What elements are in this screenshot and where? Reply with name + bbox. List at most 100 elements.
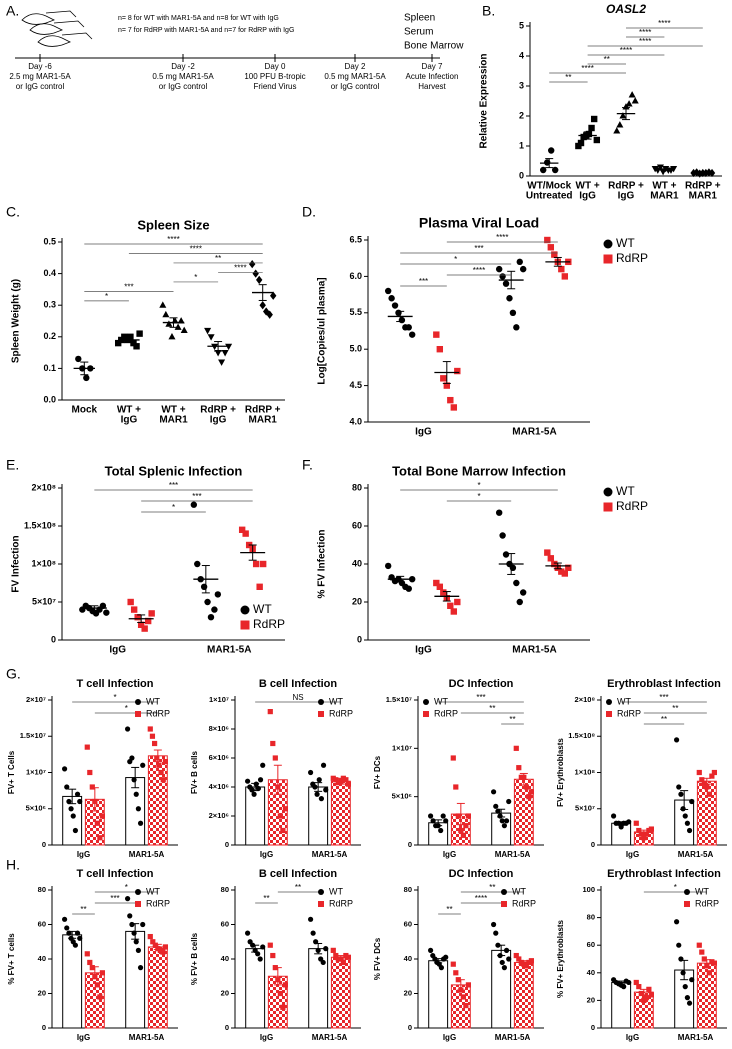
data-point	[149, 733, 156, 739]
data-point	[129, 755, 135, 761]
data-point	[526, 794, 532, 800]
data-point	[77, 935, 83, 941]
legend-marker	[318, 901, 324, 907]
y-axis-label: Relative Expression	[479, 53, 490, 148]
data-point	[388, 295, 395, 302]
data-point	[340, 959, 346, 966]
x-tick-label: IgG	[77, 850, 90, 859]
data-point	[548, 147, 555, 154]
y-tick-label: 80	[404, 885, 412, 894]
data-point	[320, 762, 327, 768]
y-tick-label: 80	[38, 885, 46, 894]
data-point	[450, 404, 458, 411]
data-point	[501, 823, 507, 829]
data-point	[214, 350, 222, 357]
data-point	[513, 952, 519, 959]
data-point	[131, 930, 137, 936]
data-point	[345, 781, 351, 787]
legend-label: WT	[617, 696, 631, 706]
data-point	[430, 818, 436, 824]
data-point	[214, 591, 222, 598]
data-point	[251, 791, 257, 797]
data-point	[204, 598, 211, 606]
data-point	[204, 327, 212, 335]
data-point	[97, 994, 103, 1000]
data-point	[257, 777, 264, 783]
data-point	[270, 291, 277, 300]
legend-label: WT	[512, 886, 526, 896]
x-tick-label: IgG	[260, 850, 273, 859]
data-point	[89, 784, 95, 790]
data-point	[180, 326, 188, 334]
y-tick-label: 5×10⁷	[32, 596, 56, 606]
y-tick-label: 4×10⁶	[209, 782, 229, 791]
legend-marker	[240, 620, 250, 630]
y-tick-label: 80	[587, 913, 595, 922]
x-tick-label: MAR1-5A	[678, 850, 714, 859]
data-point	[148, 610, 155, 617]
data-point	[62, 916, 68, 922]
data-point	[168, 332, 176, 340]
data-point	[436, 346, 444, 353]
data-point	[619, 112, 627, 119]
data-point	[438, 827, 444, 834]
x-tick-label: IgG	[626, 850, 639, 859]
data-point	[588, 124, 595, 132]
data-point	[621, 984, 627, 990]
y-tick-label: 2×10⁷	[26, 695, 46, 704]
data-point	[513, 745, 519, 751]
data-point	[558, 265, 565, 273]
event-text: Acute Infection	[406, 72, 459, 81]
y-tick-label: 0	[408, 840, 412, 849]
data-point	[495, 509, 503, 516]
data-point	[686, 1000, 693, 1006]
data-point	[447, 602, 454, 609]
data-point	[618, 824, 624, 830]
x-tick-label: WT +	[652, 181, 676, 192]
x-tick-label: Untreated	[526, 191, 573, 202]
data-point	[280, 827, 286, 834]
data-point	[144, 617, 152, 625]
data-point	[528, 958, 534, 964]
data-point	[676, 784, 682, 790]
significance-label: **	[565, 73, 571, 82]
y-tick-label: 0.1	[43, 363, 56, 373]
x-tick-label: MAR1-5A	[312, 850, 348, 859]
data-point	[513, 579, 520, 587]
legend-label: RdRP	[146, 708, 170, 718]
data-point	[551, 560, 558, 568]
data-point	[135, 947, 141, 953]
data-point	[516, 598, 523, 606]
data-point	[64, 925, 70, 931]
y-tick-label: 2	[519, 110, 524, 120]
data-point	[684, 995, 691, 1001]
significance-label: *	[477, 481, 480, 490]
data-point	[384, 287, 392, 295]
significance-label: **	[489, 883, 495, 892]
legend-marker	[684, 901, 690, 907]
data-point	[162, 759, 168, 765]
y-tick-label: 6×10⁶	[209, 753, 229, 762]
legend-marker	[606, 711, 612, 717]
data-point	[682, 984, 688, 990]
legend-marker	[423, 699, 429, 705]
significance-label: *	[113, 693, 116, 702]
significance-label: ***	[476, 693, 485, 702]
data-point	[638, 990, 644, 997]
y-tick-label: 20	[221, 988, 229, 997]
x-tick-label: IgG	[77, 1033, 90, 1042]
data-point	[270, 952, 276, 959]
chart-title: T cell Infection	[76, 868, 153, 880]
data-point	[540, 166, 547, 174]
data-point	[495, 265, 503, 273]
x-tick-label: IgG	[109, 645, 126, 656]
data-point	[249, 259, 256, 269]
legend-marker	[423, 711, 429, 717]
significance-label: ***	[659, 693, 668, 702]
y-axis-label: FV+ B cells	[190, 751, 199, 794]
legend-label: WT	[146, 696, 160, 706]
significance-label: **	[215, 254, 221, 263]
data-point	[678, 791, 684, 797]
x-tick-label: IgG	[443, 1033, 456, 1042]
